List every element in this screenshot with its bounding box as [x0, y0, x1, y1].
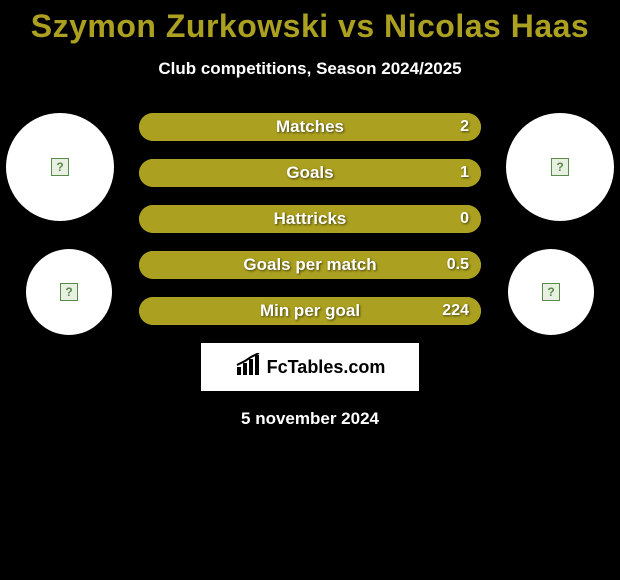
stat-bar-goals: Goals 1: [139, 159, 481, 187]
brand-watermark: FcTables.com: [201, 343, 419, 391]
stat-bar-label: Goals: [139, 159, 481, 187]
stat-bar-value: 1: [460, 159, 469, 187]
player1-avatar: ?: [6, 113, 114, 221]
stat-bar-label: Min per goal: [139, 297, 481, 325]
stat-bars: Matches 2 Goals 1 Hattricks 0 Goals per …: [139, 113, 481, 325]
stat-bar-value: 0.5: [447, 251, 469, 279]
stat-bar-label: Hattricks: [139, 205, 481, 233]
stat-bar-goals-per-match: Goals per match 0.5: [139, 251, 481, 279]
page-subtitle: Club competitions, Season 2024/2025: [0, 59, 620, 79]
generation-date: 5 november 2024: [0, 409, 620, 429]
broken-image-icon: ?: [551, 158, 569, 176]
comparison-panel: ? ? ? ? Matches 2 Goals 1 Hattricks 0 Go…: [0, 113, 620, 429]
stat-bar-min-per-goal: Min per goal 224: [139, 297, 481, 325]
stat-bar-hattricks: Hattricks 0: [139, 205, 481, 233]
stat-bar-label: Matches: [139, 113, 481, 141]
stat-bar-value: 2: [460, 113, 469, 141]
brand-text: FcTables.com: [267, 357, 386, 378]
stat-bar-matches: Matches 2: [139, 113, 481, 141]
broken-image-icon: ?: [51, 158, 69, 176]
broken-image-icon: ?: [542, 283, 560, 301]
player2-avatar: ?: [506, 113, 614, 221]
club2-avatar: ?: [508, 249, 594, 335]
broken-image-icon: ?: [60, 283, 78, 301]
club1-avatar: ?: [26, 249, 112, 335]
bar-chart-icon: [235, 353, 263, 382]
stat-bar-value: 224: [442, 297, 469, 325]
stat-bar-value: 0: [460, 205, 469, 233]
page-title: Szymon Zurkowski vs Nicolas Haas: [0, 0, 620, 45]
stat-bar-label: Goals per match: [139, 251, 481, 279]
